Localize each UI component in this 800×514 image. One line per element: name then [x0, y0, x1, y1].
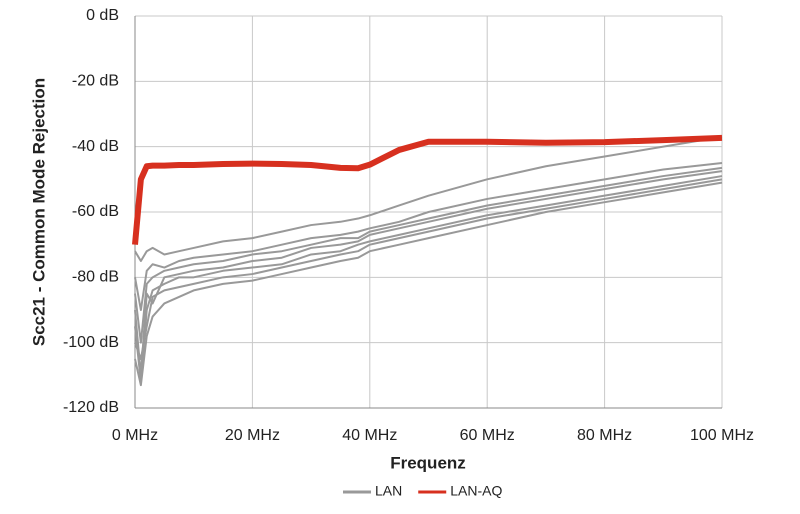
- y-tick-label: -40 dB: [72, 138, 119, 155]
- legend-label: LAN-AQ: [450, 483, 502, 499]
- x-tick-label: 80 MHz: [577, 427, 632, 444]
- lan-line: [134, 135, 723, 262]
- y-tick-label: -100 dB: [63, 334, 119, 351]
- x-tick-label: 100 MHz: [690, 427, 754, 444]
- lan-line: [134, 181, 723, 387]
- y-tick-label: -80 dB: [72, 269, 119, 286]
- x-axis-title: Frequenz: [390, 453, 466, 472]
- lan-line: [134, 178, 723, 360]
- y-tick-label: -60 dB: [72, 203, 119, 220]
- lan-line: [134, 162, 723, 311]
- legend-label: LAN: [375, 483, 402, 499]
- y-tick-label: -120 dB: [63, 399, 119, 416]
- lan-line: [134, 175, 723, 383]
- x-tick-label: 40 MHz: [342, 427, 397, 444]
- lan-line: [134, 170, 723, 377]
- x-tick-label: 0 MHz: [112, 427, 158, 444]
- y-axis-title: Scc21 - Common Mode Rejection: [29, 78, 48, 346]
- y-tick-label: -20 dB: [72, 73, 119, 90]
- x-tick-label: 60 MHz: [460, 427, 515, 444]
- y-tick-label: 0 dB: [86, 7, 119, 24]
- lan-line: [134, 166, 723, 344]
- x-tick-label: 20 MHz: [225, 427, 280, 444]
- lan-aq-line: [132, 134, 723, 245]
